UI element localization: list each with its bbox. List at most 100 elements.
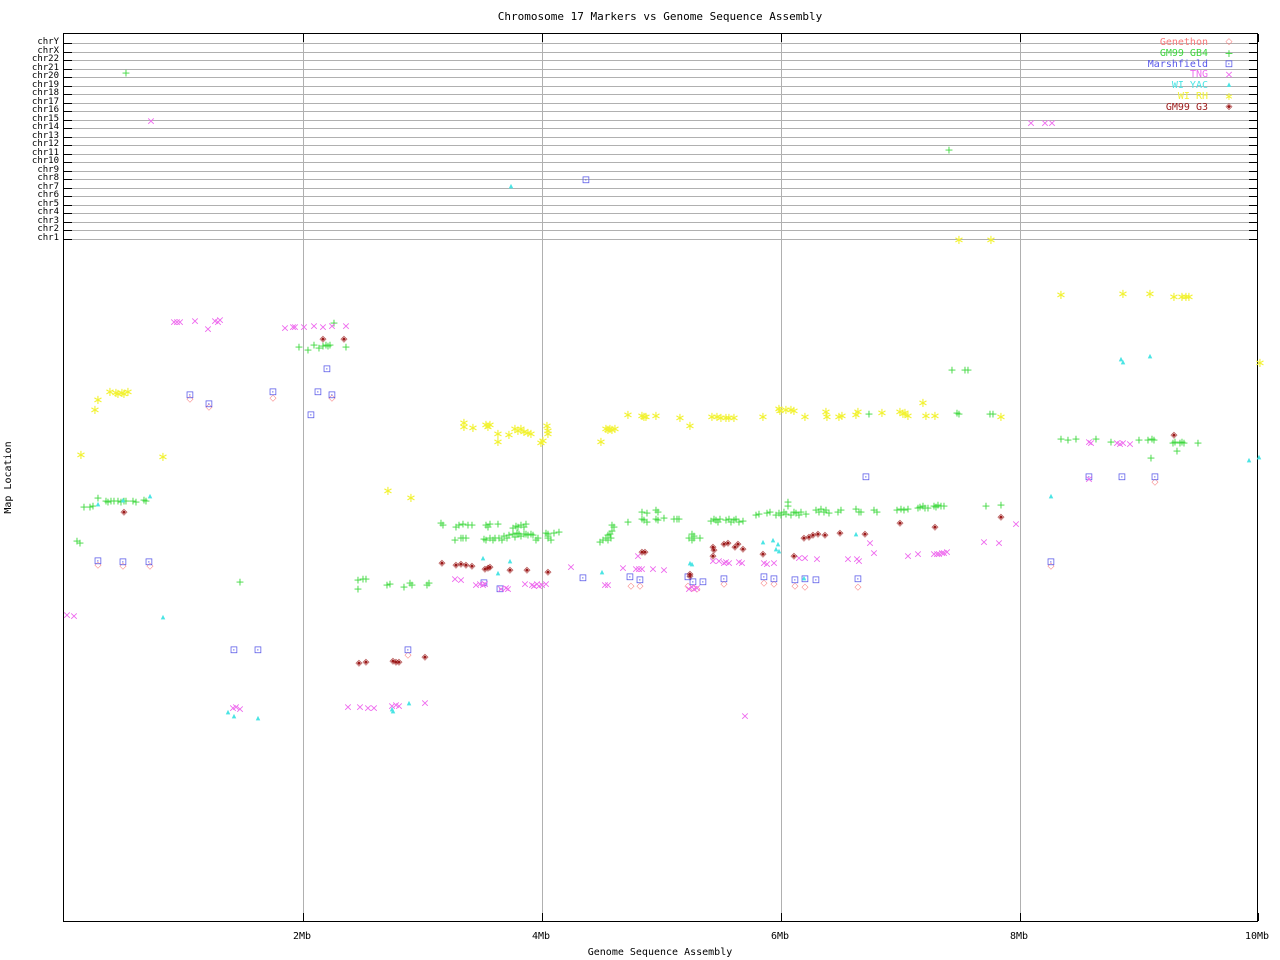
chromosome-gridline: [64, 179, 1257, 181]
data-point-wi-rh: ∗: [492, 435, 504, 451]
axis-tick: [64, 162, 72, 164]
data-point-gm99-gb4: +: [109, 494, 119, 508]
data-point-gm99-gb4: +: [653, 513, 663, 527]
data-point-marshfield: ⊡: [1084, 471, 1094, 483]
data-point-tng: ×: [299, 320, 309, 334]
data-point-wi-rh: ∗: [836, 409, 848, 425]
data-point-wi-rh: ∗: [542, 424, 554, 440]
data-point-wi-yac: ▴: [495, 568, 501, 579]
data-point-wi-rh: ∗: [852, 405, 864, 421]
data-point-tng: ×: [600, 578, 610, 592]
data-point-tng: ×: [1125, 437, 1135, 451]
data-point-wi-yac: ▴: [773, 544, 779, 555]
data-point-gm99-g3: ◈: [319, 334, 327, 345]
axis-tick: [1249, 68, 1257, 70]
data-point-gm99-gb4: +: [724, 512, 734, 526]
data-point-tng: ×: [939, 546, 949, 560]
x-tick-label: 2Mb: [292, 931, 312, 942]
axis-tick: [303, 913, 304, 921]
data-point-gm99-gb4: +: [235, 575, 245, 589]
data-point-wi-rh: ∗: [600, 422, 612, 438]
data-point-gm99-gb4: +: [642, 515, 652, 529]
data-point-gm99-gb4: +: [1134, 433, 1144, 447]
axis-tick: [1249, 60, 1257, 62]
data-point-tng: ×: [932, 547, 942, 561]
data-point-marshfield: ⊡: [853, 573, 863, 585]
data-point-gm99-g3: ◈: [805, 532, 813, 543]
axis-tick: [542, 34, 543, 42]
data-point-tng: ×: [721, 555, 731, 569]
data-point-marshfield: ⊡: [698, 576, 708, 588]
data-point-gm99-gb4: +: [672, 512, 682, 526]
axis-tick: [64, 60, 72, 62]
axis-tick: [1249, 94, 1257, 96]
data-point-wi-rh: ∗: [467, 421, 479, 437]
data-point-wi-rh: ∗: [604, 422, 616, 438]
data-point-gm99-gb4: +: [689, 531, 699, 545]
data-point-gm99-gb4: +: [606, 531, 616, 545]
data-point-gm99-gb4: +: [952, 406, 962, 420]
chromosome-label: chr19: [31, 79, 59, 90]
data-point-gm99-gb4: +: [514, 527, 524, 541]
data-point-gm99-gb4: +: [985, 407, 995, 421]
data-point-gm99-g3: ◈: [997, 512, 1005, 523]
data-point-marshfield: ⊡: [759, 571, 769, 583]
data-point-genethon: ◇: [760, 578, 768, 589]
data-point-gm99-gb4: +: [1179, 436, 1189, 450]
data-point-tng: ×: [235, 702, 245, 716]
chromosome-label: chr7: [37, 181, 59, 192]
data-point-gm99-gb4: +: [321, 338, 331, 352]
data-point-gm99-gb4: +: [892, 503, 902, 517]
data-point-gm99-gb4: +: [504, 528, 514, 542]
data-point-tng: ×: [1086, 436, 1096, 450]
data-point-gm99-g3: ◈: [1170, 430, 1178, 441]
data-point-marshfield: ⊡: [1117, 471, 1127, 483]
data-point-gm99-gb4: +: [533, 531, 543, 545]
data-point-wi-rh: ∗: [897, 407, 909, 423]
data-point-wi-rh: ∗: [525, 427, 537, 443]
data-point-gm99-gb4: +: [541, 526, 551, 540]
axis-tick: [64, 94, 72, 96]
data-point-tng: ×: [1112, 436, 1122, 450]
data-point-tng: ×: [172, 315, 182, 329]
data-point-marshfield: ⊡: [1046, 556, 1056, 568]
data-point-wi-yac: ▴: [599, 567, 605, 578]
data-point-tng: ×: [913, 547, 923, 561]
data-point-gm99-gb4: +: [1063, 433, 1073, 447]
data-point-gm99-gb4: +: [463, 518, 473, 532]
data-point-gm99-gb4: +: [791, 506, 801, 520]
data-point-wi-yac: ▴: [1118, 354, 1124, 365]
axis-tick: [1249, 119, 1257, 121]
data-point-tng: ×: [290, 320, 300, 334]
data-point-gm99-gb4: +: [684, 531, 694, 545]
data-point-gm99-gb4: +: [669, 512, 679, 526]
data-point-gm99-gb4: +: [121, 494, 131, 508]
data-point-tng: ×: [280, 321, 290, 335]
data-point-wi-rh: ∗: [1144, 287, 1156, 303]
data-point-gm99-g3: ◈: [438, 558, 446, 569]
axis-tick: [64, 239, 72, 240]
data-point-tng: ×: [631, 562, 641, 576]
data-point-gm99-gb4: +: [738, 514, 748, 528]
data-point-wi-rh: ∗: [894, 405, 906, 421]
data-point-gm99-gb4: +: [726, 515, 736, 529]
data-point-marshfield: ⊡: [313, 386, 323, 398]
data-point-wi-yac: ▴: [480, 553, 486, 564]
data-point-tng: ×: [363, 701, 373, 715]
data-point-gm99-gb4: +: [519, 520, 529, 534]
axis-tick: [64, 77, 72, 79]
data-point-gm99-gb4: +: [639, 513, 649, 527]
chromosome-label: chr15: [31, 113, 59, 124]
data-point-gm99-g3: ◈: [686, 569, 694, 580]
data-point-gm99-gb4: +: [774, 506, 784, 520]
data-point-wi-yac: ▴: [1147, 351, 1153, 362]
data-point-gm99-gb4: +: [385, 577, 395, 591]
legend-item-marker-icon: ◈: [1225, 101, 1233, 112]
data-point-marshfield: ⊡: [118, 556, 128, 568]
data-point-tng: ×: [231, 700, 241, 714]
chromosome-label: chr3: [37, 215, 59, 226]
data-point-tng: ×: [769, 556, 779, 570]
data-point-genethon: ◇: [636, 581, 644, 592]
x-tick-label: 6Mb: [770, 931, 790, 942]
data-point-wi-rh: ∗: [774, 404, 786, 420]
